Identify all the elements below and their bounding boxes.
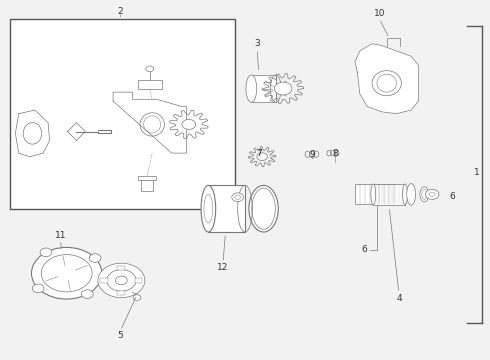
Text: 5: 5 (118, 332, 123, 341)
Circle shape (116, 276, 127, 285)
Bar (135, 278, 143, 283)
Ellipse shape (246, 75, 257, 102)
Ellipse shape (403, 184, 407, 205)
Bar (10, 19, 235, 209)
Text: 3: 3 (254, 39, 260, 48)
Circle shape (98, 263, 145, 298)
Text: 9: 9 (310, 150, 315, 159)
Bar (142, 180, 153, 191)
Ellipse shape (23, 123, 42, 144)
Text: 12: 12 (218, 264, 229, 273)
Bar (355, 184, 396, 204)
Ellipse shape (407, 184, 416, 205)
Circle shape (133, 295, 141, 301)
Bar (118, 266, 125, 270)
Circle shape (182, 120, 196, 130)
Text: 6: 6 (450, 192, 456, 201)
Text: 8: 8 (333, 149, 338, 158)
Circle shape (81, 290, 93, 298)
Circle shape (89, 254, 101, 262)
Circle shape (32, 284, 44, 293)
Polygon shape (113, 92, 186, 153)
Circle shape (257, 153, 268, 161)
Circle shape (425, 189, 439, 199)
Text: 11: 11 (54, 231, 66, 240)
Bar (139, 176, 156, 180)
Bar (251, 75, 276, 102)
Text: 1: 1 (474, 168, 480, 177)
Circle shape (146, 66, 154, 72)
Ellipse shape (420, 187, 429, 202)
Bar (118, 291, 125, 295)
Circle shape (31, 247, 102, 299)
Polygon shape (68, 123, 85, 140)
Bar (373, 184, 405, 205)
Circle shape (274, 82, 292, 95)
Text: 4: 4 (396, 294, 402, 303)
Text: 2: 2 (118, 7, 123, 16)
Bar (138, 80, 162, 89)
Bar (100, 278, 108, 283)
Polygon shape (355, 44, 418, 114)
Text: 6: 6 (362, 246, 368, 255)
Circle shape (40, 248, 52, 257)
Ellipse shape (249, 185, 278, 232)
Circle shape (232, 193, 244, 202)
Bar (208, 185, 245, 232)
Ellipse shape (371, 184, 376, 205)
Text: 10: 10 (373, 9, 385, 18)
Text: 7: 7 (256, 149, 262, 158)
Ellipse shape (201, 185, 216, 232)
